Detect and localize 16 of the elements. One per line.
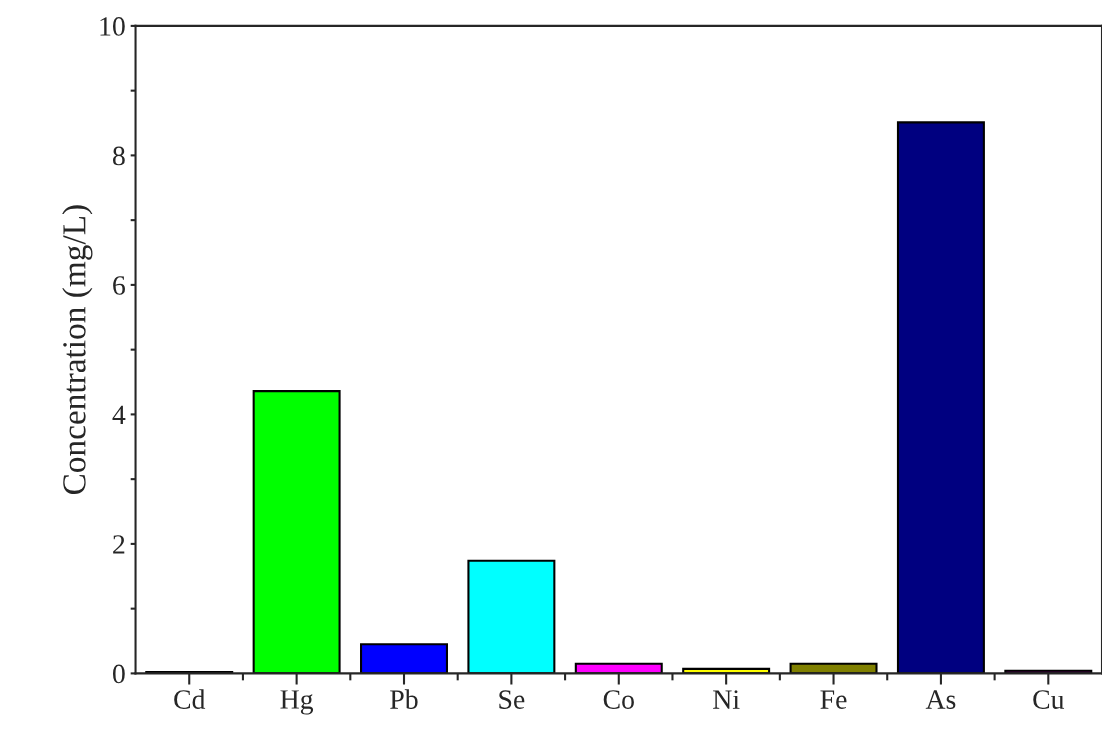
y-tick-label: 6 bbox=[113, 276, 125, 295]
x-tick-label: Fe bbox=[820, 690, 847, 709]
y-tick-label: 4 bbox=[112, 405, 126, 425]
y-tick-label: 2 bbox=[113, 535, 125, 554]
x-tick-label: As bbox=[925, 690, 956, 709]
x-tick-label: Pb bbox=[390, 689, 418, 709]
x-tick-label: Cd bbox=[174, 689, 206, 709]
x-tick-label: Cu bbox=[1033, 690, 1065, 709]
x-tick-label: Se bbox=[499, 690, 525, 709]
y-axis-title: Concentration (mg/L) bbox=[62, 205, 93, 495]
x-tick-label: Hg bbox=[280, 690, 314, 715]
x-tick-label: Ni bbox=[713, 690, 740, 709]
y-tick-label: 10 bbox=[100, 17, 125, 36]
x-tick-label: Co bbox=[603, 690, 634, 709]
y-tick-label: 0 bbox=[112, 664, 125, 684]
y-tick-label: 8 bbox=[112, 146, 125, 166]
